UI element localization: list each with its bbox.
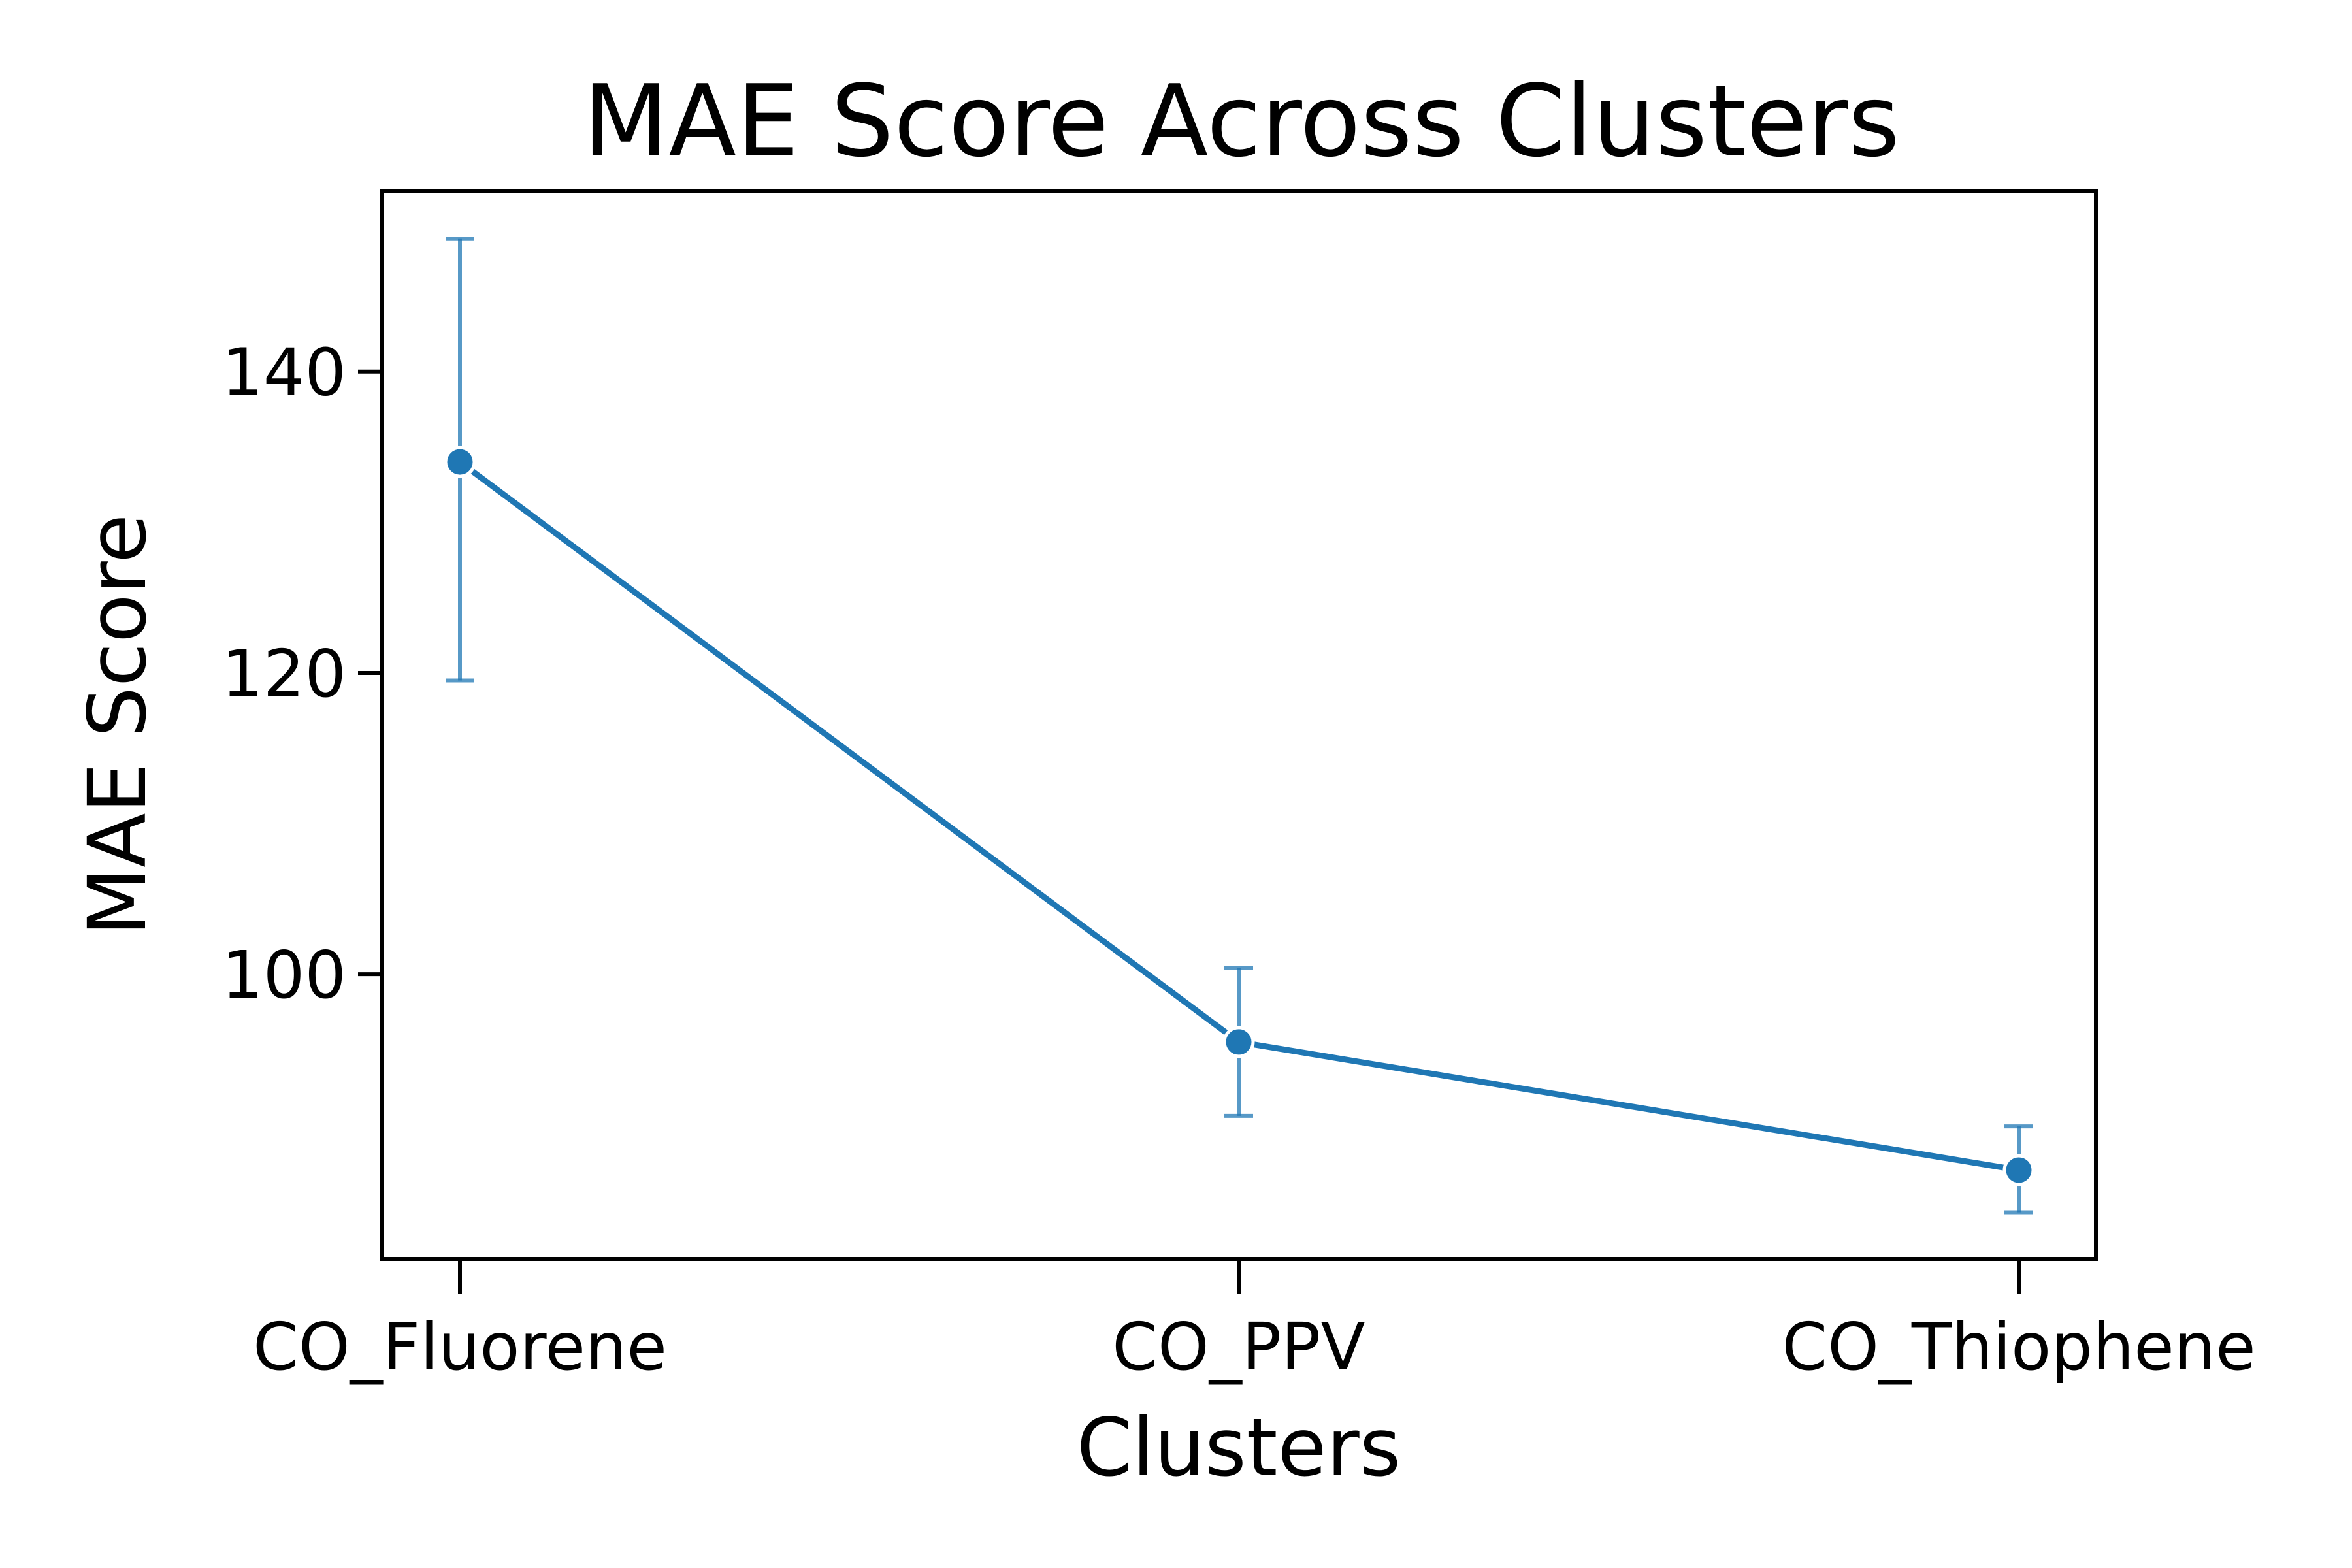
x-tick-label-2: CO_PPV (1112, 1309, 1365, 1385)
x-tick-label-1: CO_Fluorene (253, 1309, 667, 1385)
y-tick-label-140: 140 (221, 335, 346, 411)
y-tick-label-100: 100 (221, 937, 346, 1013)
data-point-2 (1222, 1026, 1255, 1058)
y-axis-label: MAE Score (71, 514, 164, 936)
plot-area (444, 237, 2035, 1215)
data-point-1 (444, 446, 476, 478)
x-tick-label-3: CO_Thiophene (1782, 1309, 2255, 1385)
x-axis-label: Clusters (1077, 1401, 1401, 1494)
chart-title: MAE Score Across Clusters (583, 63, 1900, 179)
data-point-3 (2002, 1154, 2035, 1186)
y-tick-label-120: 120 (221, 636, 346, 712)
